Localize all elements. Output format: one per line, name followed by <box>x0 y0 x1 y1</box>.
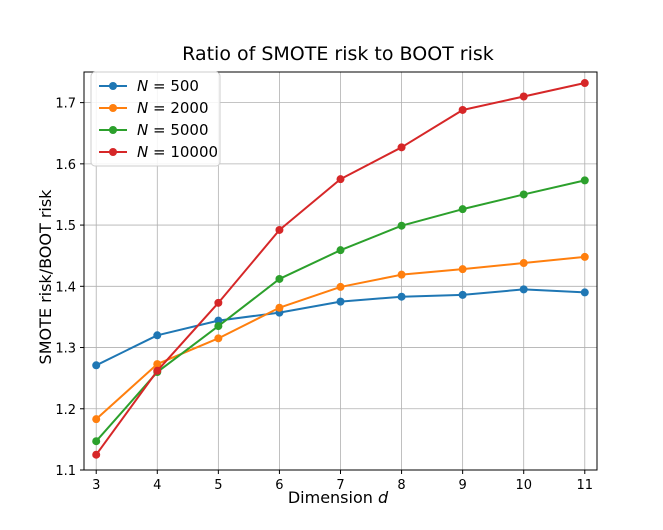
data-point <box>519 190 528 199</box>
x-tick-label: 9 <box>459 478 467 493</box>
y-tick-label: 1.3 <box>55 342 76 357</box>
chart-title: Ratio of SMOTE risk to BOOT risk <box>182 43 494 65</box>
data-point <box>92 361 101 370</box>
x-tick-label: 11 <box>577 478 594 493</box>
y-tick-label: 1.5 <box>55 219 76 234</box>
data-point <box>214 298 223 307</box>
legend-marker <box>109 82 117 90</box>
data-point <box>580 252 589 261</box>
data-point <box>153 366 162 375</box>
data-point <box>580 79 589 88</box>
legend-var: N <box>137 121 148 139</box>
data-point <box>397 270 406 279</box>
y-tick-label: 1.7 <box>55 97 76 112</box>
data-point <box>92 437 101 446</box>
data-point <box>92 450 101 459</box>
data-point <box>275 225 284 234</box>
y-tick-label: 1.4 <box>55 280 76 295</box>
legend-marker <box>109 148 117 156</box>
data-point <box>336 282 345 291</box>
legend-marker <box>109 104 117 112</box>
data-point <box>458 105 467 114</box>
data-point <box>458 265 467 274</box>
data-point <box>397 143 406 152</box>
data-point <box>458 205 467 214</box>
x-tick-label: 4 <box>153 478 161 493</box>
data-point <box>153 360 162 369</box>
data-point <box>214 334 223 343</box>
data-point <box>580 288 589 297</box>
x-tick-label: 6 <box>275 478 283 493</box>
legend-label: N = 2000 <box>137 99 209 117</box>
x-axis-label: Dimension d <box>288 488 389 507</box>
y-tick-label: 1.2 <box>55 403 76 418</box>
x-tick-label: 3 <box>92 478 100 493</box>
data-point <box>397 292 406 301</box>
y-tick-label: 1.1 <box>55 464 76 479</box>
legend-var: N <box>137 99 148 117</box>
data-point <box>458 290 467 299</box>
series <box>92 79 589 459</box>
x-tick-label: 7 <box>336 478 344 493</box>
y-axis-label: SMOTE risk/BOOT risk <box>36 189 55 365</box>
data-point <box>519 259 528 268</box>
legend-value: = 500 <box>148 77 199 95</box>
x-tick-label: 8 <box>397 478 405 493</box>
legend-var: N <box>137 77 148 95</box>
legend-box <box>90 71 221 167</box>
y-tick-label: 1.6 <box>55 158 76 173</box>
data-point <box>92 415 101 424</box>
axes: 3 4 5 6 7 8 9 10 11 1.1 1.2 1.3 1.4 1.5 1.6 1.7 <box>55 71 598 493</box>
data-point <box>580 176 589 185</box>
data-point <box>336 175 345 184</box>
legend-value: = 10000 <box>148 143 218 161</box>
legend-var: N <box>137 143 148 161</box>
legend-marker <box>109 126 117 134</box>
data-point <box>275 274 284 283</box>
data-point <box>214 316 223 325</box>
data-point <box>275 303 284 312</box>
data-point <box>397 221 406 230</box>
legend-value: = 2000 <box>148 99 208 117</box>
legend-label: N = 10000 <box>137 143 218 161</box>
data-point <box>336 246 345 255</box>
x-tick-label: 5 <box>214 478 222 493</box>
data-point <box>519 92 528 101</box>
x-tick-label: 10 <box>515 478 532 493</box>
data-point <box>336 297 345 306</box>
data-point <box>214 322 223 331</box>
data-point <box>519 285 528 294</box>
legend-label: N = 5000 <box>137 121 209 139</box>
data-point <box>153 331 162 340</box>
legend-label: N = 500 <box>137 77 199 95</box>
legend-value: = 5000 <box>148 121 208 139</box>
